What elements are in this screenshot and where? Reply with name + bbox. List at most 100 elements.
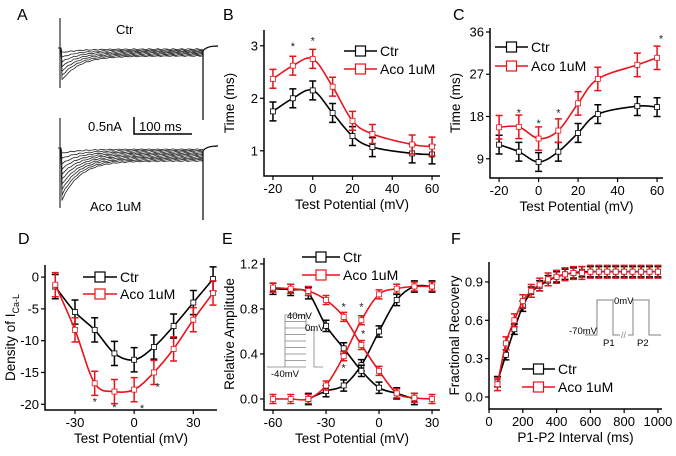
x-tick-label: 400 [546, 414, 568, 429]
legend-marker [354, 63, 367, 75]
data-point [535, 159, 542, 165]
data-point [287, 285, 294, 292]
fit-curve [272, 286, 433, 400]
x-axis-label: Test Potential (mV) [295, 431, 409, 446]
data-point [340, 382, 347, 389]
data-point [72, 309, 78, 315]
y-tick-label: 3 [251, 38, 258, 53]
significance-star: * [311, 36, 316, 48]
legend-label: Ctr [343, 249, 362, 265]
y-tick-label: 0 [32, 270, 39, 285]
x-tick-label: -30 [66, 415, 85, 430]
panel-label: B [223, 7, 234, 24]
y-axis-label: Density of ICa-L [3, 294, 21, 381]
aco-trace [58, 147, 204, 165]
x-tick-label: 20 [571, 183, 585, 198]
data-point [393, 297, 400, 303]
significance-star: * [517, 108, 522, 120]
data-point [545, 276, 552, 283]
y-tick-label: 0.0 [465, 389, 483, 404]
data-point [536, 281, 543, 288]
x-tick-label: 60 [425, 181, 439, 196]
data-point [150, 369, 157, 376]
data-point [358, 317, 365, 324]
y-axis-label: Relative Amplitude [222, 278, 237, 390]
data-point [496, 124, 502, 131]
data-point [72, 326, 78, 333]
legend-item: Aco 1uM [302, 267, 398, 283]
aco-trace [58, 147, 204, 154]
ctr-trace [58, 47, 204, 63]
data-point [376, 367, 382, 374]
data-point [604, 268, 611, 275]
legend-item: Ctr [495, 39, 550, 55]
data-point [429, 143, 435, 150]
data-point [305, 288, 312, 294]
legend-label: Aco 1uM [531, 58, 586, 74]
data-point [575, 100, 581, 107]
significance-star: * [140, 403, 145, 415]
y-tick-label: -15 [20, 365, 39, 380]
data-point [411, 283, 418, 290]
data-point [376, 328, 382, 335]
x-tick-label: 0 [131, 415, 138, 430]
data-point [393, 390, 400, 397]
y-tick-label: 0.9 [465, 274, 483, 289]
data-point [575, 130, 581, 136]
y-tick-label: -10 [20, 333, 39, 348]
data-point [358, 367, 365, 374]
data-point [634, 103, 641, 110]
data-point [655, 268, 661, 275]
data-point [528, 287, 535, 294]
data-point [562, 271, 568, 278]
ctr-trace [58, 47, 204, 72]
data-point [634, 61, 641, 68]
data-point [511, 317, 518, 324]
significance-star: * [93, 397, 98, 409]
data-point [52, 281, 59, 288]
data-point [511, 326, 518, 333]
panel-a-current-traces: A Ctr Aco 1uM 0.5nA 100 ms [17, 7, 219, 220]
x-tick-label: 60 [650, 183, 664, 198]
data-point [376, 384, 382, 391]
data-point [340, 313, 347, 320]
data-point [270, 75, 276, 82]
chart-panel-e: E -60 -30 0 30 0.0 0.4 0.8 1.2 Test Potential (mV… [222, 231, 440, 446]
y-axis-label: Time (ms) [222, 73, 237, 133]
x-tick-label: 40 [385, 181, 399, 196]
legend-marker [505, 60, 518, 72]
legend-label: Aco 1uM [120, 286, 175, 302]
data-point [369, 144, 376, 151]
scale-bar [133, 117, 192, 135]
chart-panel-d: D -30 0 30 0 -5 -10 -15 -20 Test Potential (mV) De… [3, 231, 217, 446]
legend-item: Aco 1uM [522, 379, 613, 395]
legend-marker [94, 271, 106, 283]
legend-label: Ctr [531, 39, 550, 55]
legend-marker [532, 363, 545, 375]
data-point [376, 291, 382, 298]
x-tick-label: 800 [613, 414, 635, 429]
x-tick-label: 30 [186, 415, 200, 430]
data-point [358, 342, 365, 348]
legend-item: Aco 1uM [495, 58, 586, 74]
data-point [646, 268, 653, 275]
legend-label: Ctr [558, 361, 577, 377]
legend-label: Ctr [120, 269, 139, 285]
y-tick-label: 36 [470, 24, 484, 39]
panel-label: F [451, 231, 461, 248]
aco-trace [58, 147, 204, 175]
y-axis-label-subscript: Ca-L [11, 294, 21, 314]
aco-trace [58, 147, 204, 196]
x-tick-label: -20 [490, 183, 509, 198]
data-point [629, 268, 636, 275]
y-tick-label: 0.4 [240, 346, 258, 361]
data-point [349, 133, 356, 139]
x-tick-label: 1000 [643, 414, 672, 429]
data-point [270, 108, 276, 115]
protocol-label-p2: P2 [637, 338, 649, 349]
data-point [579, 270, 585, 276]
aco-tail-current [202, 145, 219, 220]
data-point [555, 127, 562, 134]
